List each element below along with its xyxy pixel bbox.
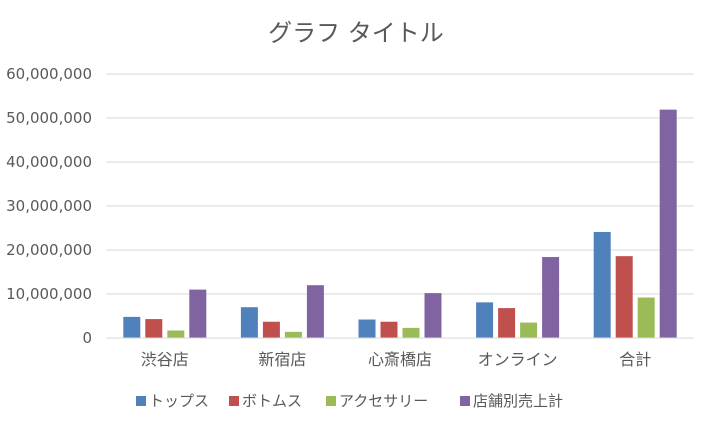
bar-accessories [402, 327, 420, 338]
legend-label-store-total: 店舗別売上計 [473, 392, 563, 410]
bar-bottoms [498, 308, 516, 338]
x-category-label: 新宿店 [258, 350, 306, 369]
legend-label-accessories: アクセサリー [339, 392, 428, 410]
x-category-label: 渋谷店 [141, 350, 189, 369]
bars [123, 109, 677, 338]
bar-accessories [520, 322, 538, 338]
x-category-label: オンライン [478, 350, 558, 369]
legend: トップス ボトムス アクセサリー 店舗別売上計 [136, 392, 563, 410]
bar-bottoms [145, 319, 163, 338]
y-tick-label: 60,000,000 [6, 65, 92, 83]
bar-bottoms [380, 321, 398, 338]
legend-label-bottoms: ボトムス [242, 392, 302, 410]
x-category-label: 合計 [619, 350, 651, 369]
legend-label-tops: トップス [149, 392, 209, 410]
bar-accessories [167, 330, 185, 338]
bar-bottoms [262, 321, 280, 338]
bar-tops [358, 319, 376, 338]
bar-tops [123, 316, 141, 338]
y-tick-label: 20,000,000 [6, 241, 92, 259]
bar-accessories [284, 331, 302, 338]
legend-swatch-store-total [460, 396, 470, 406]
y-tick-label: 50,000,000 [6, 109, 92, 127]
bar-store-total [659, 109, 677, 338]
bar-store-total [189, 289, 207, 338]
axes: 0 10,000,000 20,000,000 30,000,000 40,000,00… [6, 65, 694, 369]
bar-accessories [637, 297, 655, 338]
bar-tops [476, 302, 494, 338]
y-tick-label: 10,000,000 [6, 285, 92, 303]
legend-swatch-accessories [326, 396, 336, 406]
bar-store-total [306, 285, 324, 338]
legend-swatch-tops [136, 396, 146, 406]
y-tick-label: 30,000,000 [6, 197, 92, 215]
bar-bottoms [615, 256, 633, 338]
y-tick-label: 40,000,000 [6, 153, 92, 171]
bar-store-total [424, 293, 442, 338]
bar-store-total [542, 257, 560, 338]
chart-title: グラフ タイトル [268, 19, 444, 47]
x-category-label: 心斎橋店 [368, 350, 432, 369]
y-tick-label: 0 [82, 329, 92, 347]
bar-tops [593, 231, 611, 338]
bar-tops [240, 307, 258, 338]
legend-swatch-bottoms [229, 396, 239, 406]
